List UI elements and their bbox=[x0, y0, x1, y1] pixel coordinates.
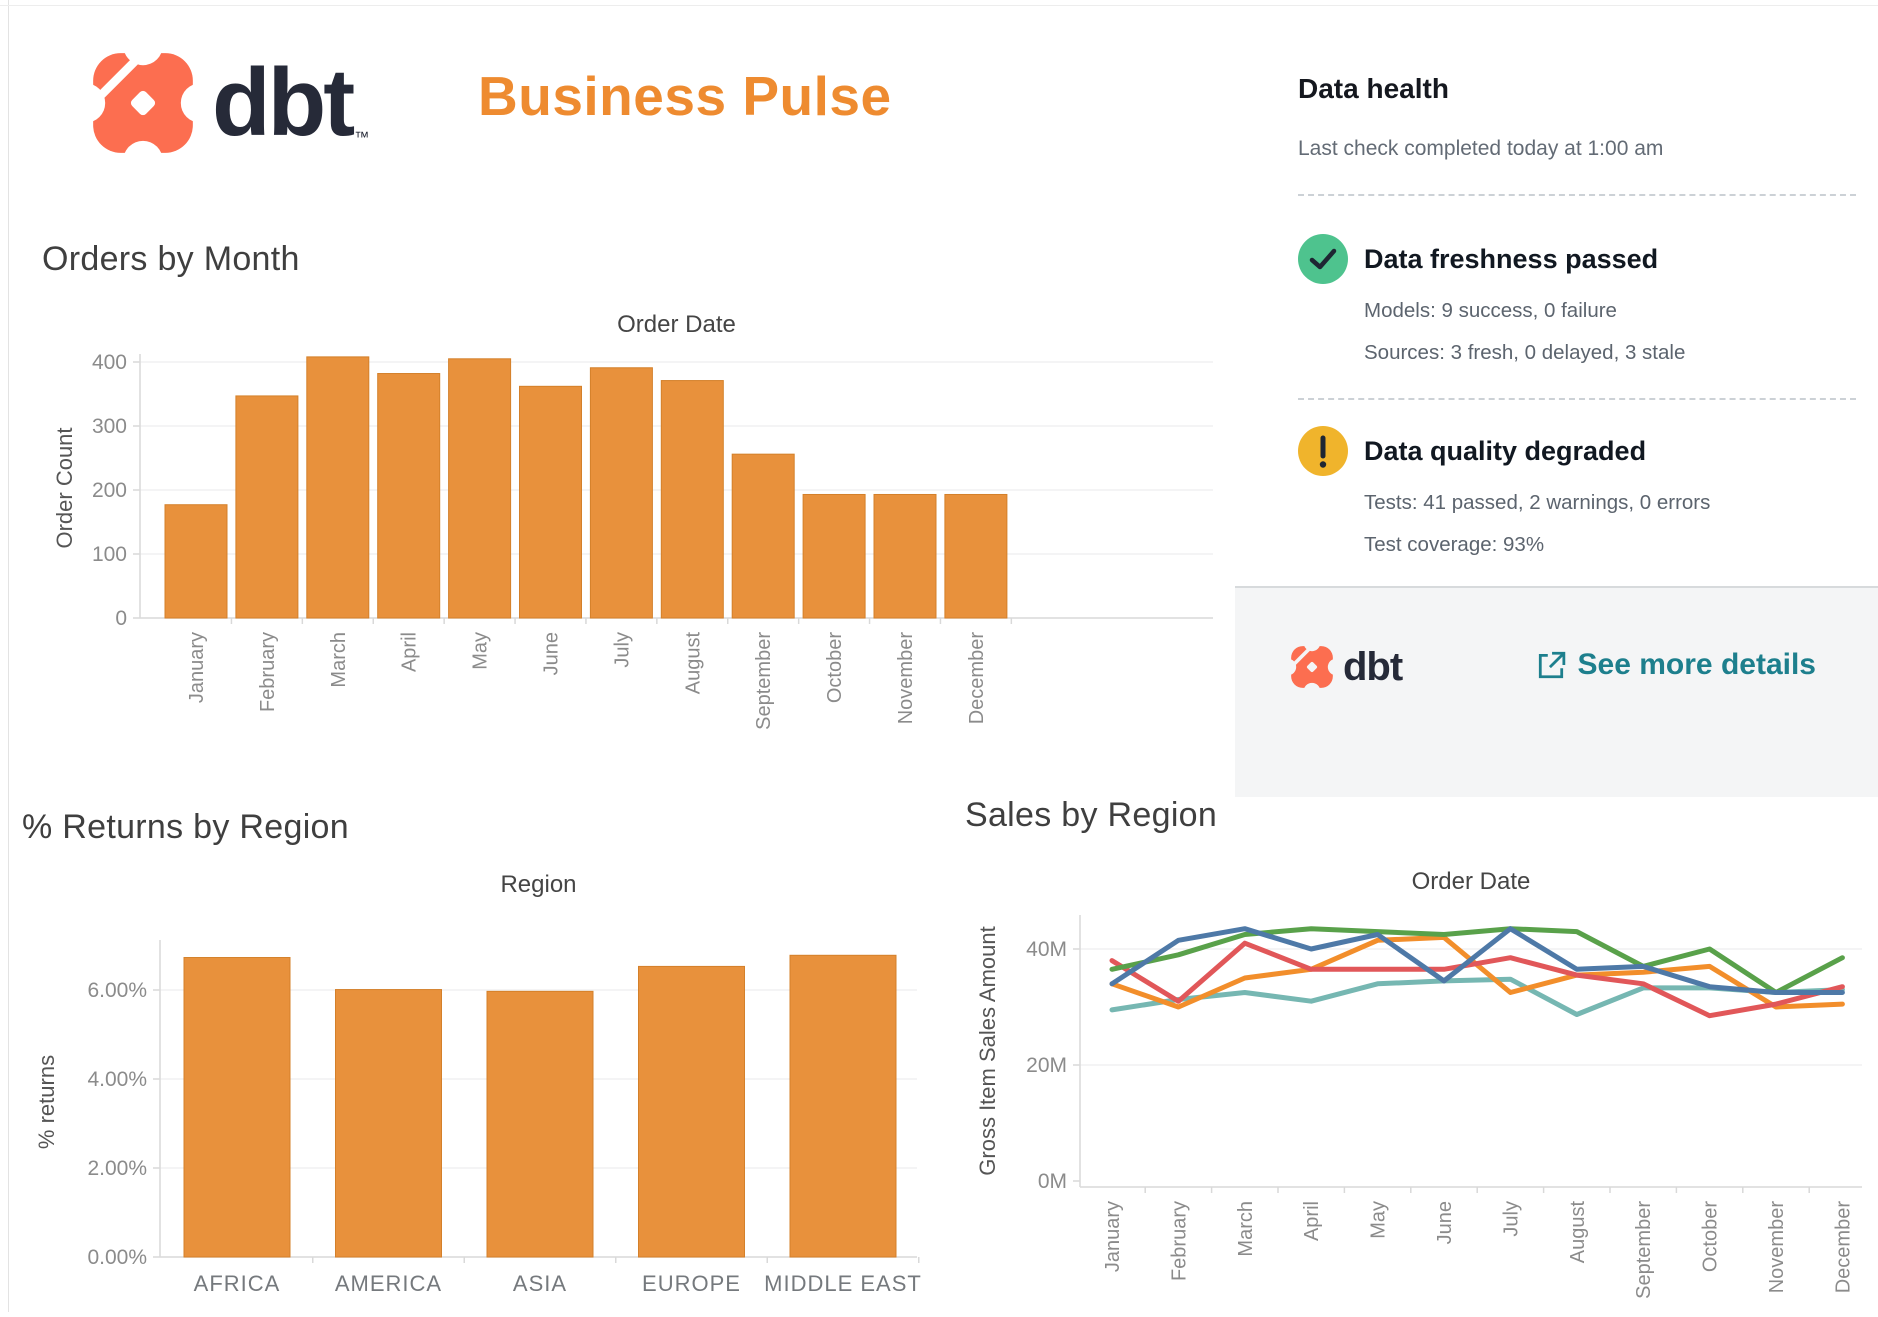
svg-text:2.00%: 2.00% bbox=[87, 1157, 147, 1180]
sales-by-region-svg[interactable]: Order Date Gross Item Sales Amount 0M 20M 40… bbox=[965, 845, 1876, 1312]
svg-text:January: January bbox=[186, 632, 208, 703]
data-health-heading: Data health bbox=[1298, 73, 1449, 104]
svg-text:ASIA: ASIA bbox=[513, 1271, 567, 1296]
orders-chart-title: Orders by Month bbox=[42, 240, 300, 278]
series-red bbox=[1109, 940, 1845, 1019]
quality-status-item: Data quality degraded Tests: 41 passed, … bbox=[1298, 426, 1856, 558]
svg-text:400: 400 bbox=[92, 351, 127, 374]
freshness-models-text: Models: 9 success, 0 failure bbox=[1364, 299, 1617, 322]
returns-by-region-chart[interactable]: Region % returns 0.00% 2.00% 4.00% 6.00% AFRIC… bbox=[18, 852, 970, 1312]
svg-text:January: January bbox=[1102, 1201, 1124, 1272]
see-more-details-label: See more details bbox=[1577, 648, 1816, 681]
svg-text:40M: 40M bbox=[1026, 938, 1067, 961]
svg-text:February: February bbox=[257, 632, 279, 712]
svg-text:AMERICA: AMERICA bbox=[335, 1271, 442, 1296]
svg-text:August: August bbox=[1567, 1201, 1589, 1264]
dbt-footer-logo: dbt bbox=[1289, 644, 1403, 690]
dbt-logo: dbt ™ bbox=[88, 48, 369, 158]
svg-text:MIDDLE EAST: MIDDLE EAST bbox=[764, 1271, 922, 1296]
svg-text:0.00%: 0.00% bbox=[87, 1246, 147, 1269]
svg-text:300: 300 bbox=[92, 415, 127, 438]
freshness-sources-text: Sources: 3 fresh, 0 delayed, 3 stale bbox=[1364, 341, 1686, 364]
window-edge-left bbox=[8, 0, 9, 1312]
quality-tests-text: Tests: 41 passed, 2 warnings, 0 errors bbox=[1364, 491, 1711, 514]
svg-text:20M: 20M bbox=[1026, 1054, 1067, 1077]
svg-text:May: May bbox=[1368, 1201, 1390, 1239]
quality-status-text: Data quality degraded bbox=[1364, 435, 1647, 466]
svg-text:November: November bbox=[1766, 1201, 1788, 1294]
orders-by-month-chart[interactable]: Order Date Order Count 0 100 200 300 400 Januar… bbox=[32, 292, 1227, 772]
data-health-footer: dbt See more details bbox=[1235, 586, 1878, 797]
svg-text:0: 0 bbox=[115, 607, 127, 630]
svg-text:EUROPE: EUROPE bbox=[642, 1271, 741, 1296]
svg-text:March: March bbox=[328, 632, 350, 688]
window-edge-top bbox=[0, 5, 1878, 6]
page-title: Business Pulse bbox=[478, 65, 892, 127]
svg-text:% returns: % returns bbox=[34, 1055, 59, 1149]
svg-text:100: 100 bbox=[92, 543, 127, 566]
data-health-panel: Data health Last check completed today a… bbox=[1298, 72, 1856, 558]
svg-text:April: April bbox=[1301, 1201, 1323, 1241]
check-circle-icon bbox=[1298, 234, 1348, 284]
svg-text:September: September bbox=[753, 632, 775, 730]
svg-text:December: December bbox=[1832, 1201, 1854, 1294]
svg-text:June: June bbox=[541, 632, 563, 675]
svg-text:July: July bbox=[1500, 1201, 1522, 1237]
dashed-divider bbox=[1298, 398, 1856, 400]
svg-text:October: October bbox=[1700, 1201, 1722, 1272]
svg-text:Order Count: Order Count bbox=[52, 427, 77, 548]
svg-text:October: October bbox=[824, 632, 846, 703]
svg-text:200: 200 bbox=[92, 479, 127, 502]
svg-text:December: December bbox=[966, 632, 988, 725]
svg-text:November: November bbox=[895, 632, 917, 725]
svg-text:Gross Item Sales Amount: Gross Item Sales Amount bbox=[975, 926, 1000, 1175]
trademark: ™ bbox=[354, 129, 370, 146]
dbt-logo-icon bbox=[88, 48, 198, 158]
svg-text:6.00%: 6.00% bbox=[87, 979, 147, 1002]
sales-chart-title: Sales by Region bbox=[965, 796, 1218, 834]
svg-text:June: June bbox=[1434, 1201, 1456, 1244]
dbt-footer-logo-icon bbox=[1289, 644, 1335, 690]
external-link-icon bbox=[1538, 651, 1565, 679]
svg-text:0M: 0M bbox=[1038, 1170, 1067, 1193]
sales-by-region-chart[interactable]: Order Date Gross Item Sales Amount 0M 20M 40… bbox=[965, 845, 1876, 1312]
freshness-status-item: Data freshness passed Models: 9 success,… bbox=[1298, 234, 1856, 366]
returns-chart-title: % Returns by Region bbox=[22, 808, 349, 846]
dbt-logo-text: dbt bbox=[212, 49, 355, 156]
returns-by-region-svg[interactable]: Region % returns 0.00% 2.00% 4.00% 6.00% AFRIC… bbox=[18, 852, 970, 1312]
warning-circle-icon bbox=[1298, 426, 1348, 476]
dashed-divider bbox=[1298, 194, 1856, 196]
quality-coverage-text: Test coverage: 93% bbox=[1364, 533, 1545, 556]
svg-text:September: September bbox=[1633, 1201, 1655, 1299]
svg-text:May: May bbox=[470, 632, 492, 670]
series-green bbox=[1109, 926, 1845, 995]
svg-text:AFRICA: AFRICA bbox=[194, 1271, 281, 1296]
freshness-status-text: Data freshness passed bbox=[1364, 243, 1659, 274]
svg-text:February: February bbox=[1168, 1201, 1190, 1281]
svg-text:July: July bbox=[611, 632, 633, 668]
last-check-text: Last check completed today at 1:00 am bbox=[1298, 137, 1664, 160]
svg-text:August: August bbox=[682, 632, 704, 695]
orders-by-month-svg[interactable]: Order Date Order Count 0 100 200 300 400 Januar… bbox=[32, 292, 1227, 772]
svg-text:4.00%: 4.00% bbox=[87, 1068, 147, 1091]
svg-text:Order Date: Order Date bbox=[1412, 868, 1531, 895]
svg-text:March: March bbox=[1235, 1201, 1257, 1257]
see-more-details-link[interactable]: See more details bbox=[1536, 648, 1816, 682]
svg-text:Order Date: Order Date bbox=[617, 311, 736, 338]
dbt-footer-logo-text: dbt bbox=[1343, 644, 1403, 689]
svg-text:April: April bbox=[399, 632, 421, 672]
svg-text:Region: Region bbox=[500, 871, 576, 898]
series-blue bbox=[1109, 926, 1845, 995]
